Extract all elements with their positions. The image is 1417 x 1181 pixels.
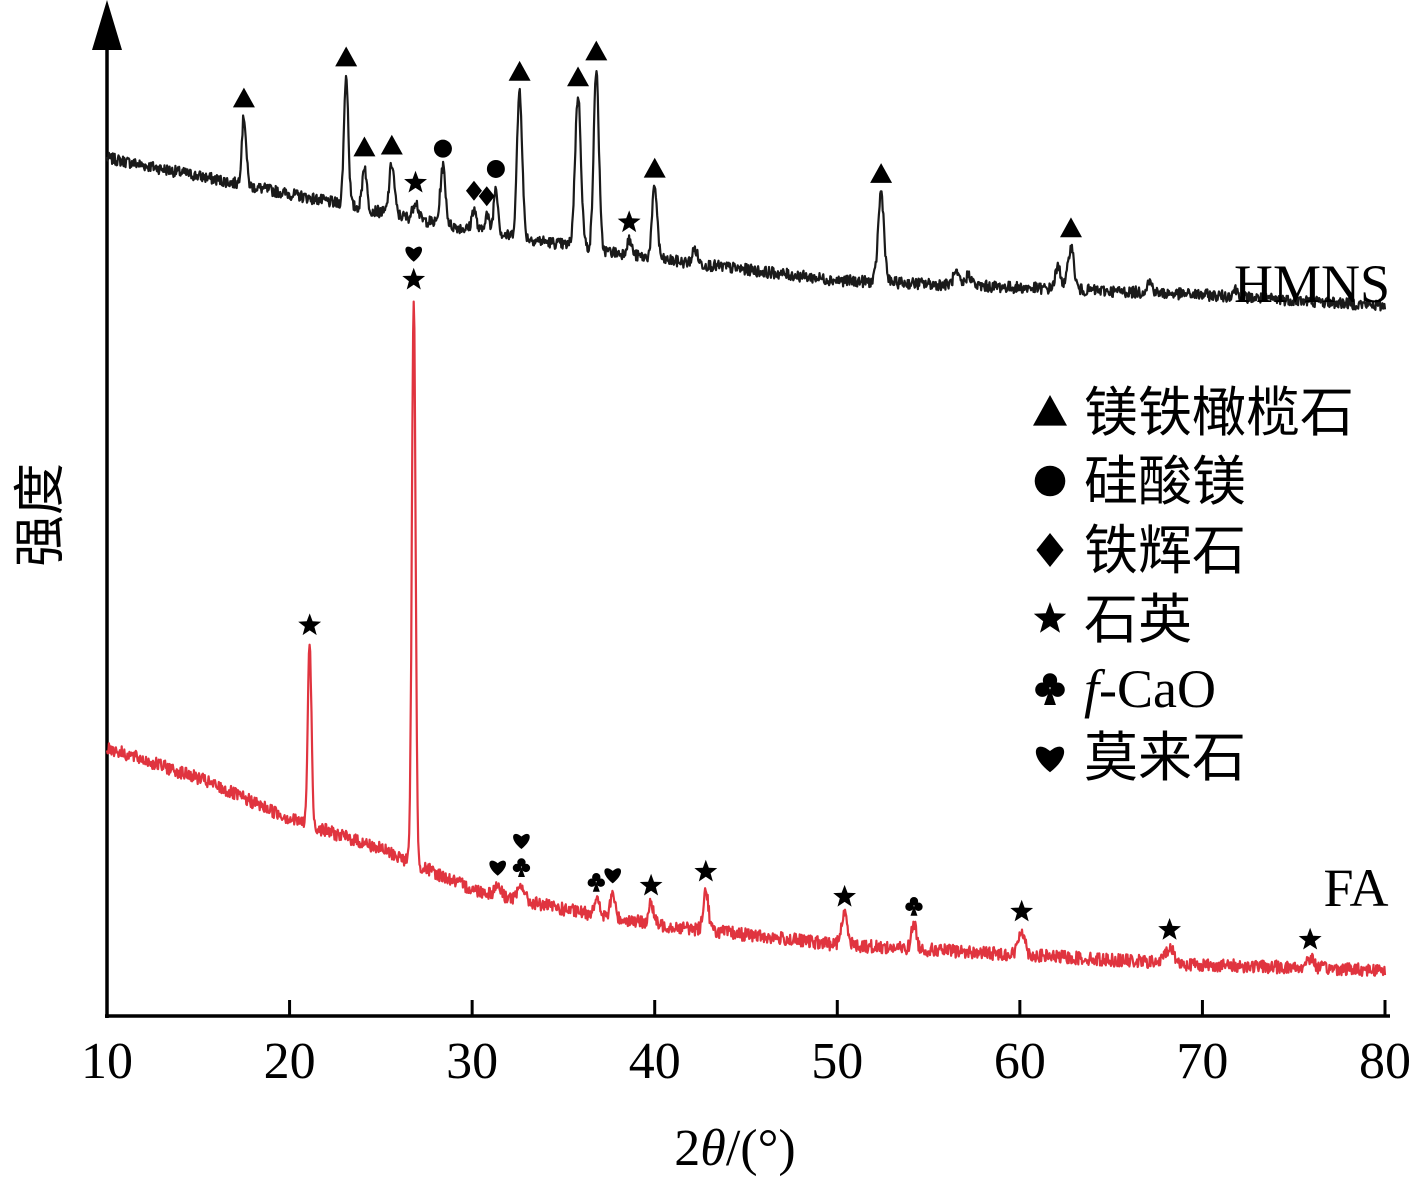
heart-marker: [1035, 746, 1065, 773]
x-tick-label: 10: [81, 1033, 133, 1090]
triangle-marker: [508, 60, 531, 81]
triangle-marker: [1033, 395, 1067, 426]
triangle-marker: [870, 163, 893, 183]
legend-label: 莫来石: [1084, 726, 1246, 789]
diamond-marker: [478, 186, 495, 207]
legend-label: 石英: [1084, 588, 1192, 651]
x-tick-label: 60: [994, 1033, 1046, 1090]
star-marker: [1298, 927, 1322, 950]
triangle-marker: [1059, 217, 1082, 238]
series-lines: [105, 70, 1387, 977]
heart-marker: [513, 833, 530, 849]
series-line-fa: [105, 300, 1387, 977]
legend-label: 硅酸镁: [1084, 450, 1246, 513]
x-tick-label: 50: [811, 1033, 863, 1090]
triangle-marker: [353, 136, 376, 157]
star-marker: [1010, 899, 1034, 922]
x-tick-label: 40: [629, 1033, 681, 1090]
x-ticks: 10 20 30 40 50 60 70 80: [81, 1000, 1411, 1090]
star-marker: [1158, 918, 1181, 940]
x-tick-label: 30: [446, 1033, 498, 1090]
triangle-marker: [643, 157, 666, 178]
series-label-hmns: HMNS: [1234, 254, 1390, 314]
triangle-marker: [585, 40, 608, 61]
triangle-marker: [567, 66, 590, 87]
star-marker: [402, 267, 426, 290]
triangle-marker: [380, 134, 403, 155]
star-marker: [639, 873, 663, 896]
heart-marker: [405, 246, 423, 262]
x-tick-label: 70: [1176, 1033, 1228, 1090]
star-marker: [404, 170, 427, 193]
star-marker: [617, 210, 641, 233]
legend-label: 铁辉石: [1084, 519, 1246, 582]
y-axis-label: 强度: [11, 463, 71, 567]
star-marker: [833, 884, 856, 907]
legend-label-rest: -CaO: [1099, 659, 1216, 719]
star-marker: [298, 613, 322, 636]
circle-marker: [1034, 465, 1066, 497]
circle-marker: [486, 159, 505, 178]
y-axis-arrowhead: [92, 0, 122, 50]
club-marker: [587, 873, 605, 892]
star-marker: [1033, 602, 1067, 633]
axes: [92, 0, 1390, 1018]
peak-markers: [232, 40, 1322, 950]
triangle-marker: [335, 46, 358, 67]
star-marker: [694, 859, 718, 882]
x-tick-label: 80: [1359, 1033, 1411, 1090]
series-line-hmns: [105, 70, 1387, 312]
legend-label: 镁铁橄榄石: [1084, 381, 1354, 444]
club-marker: [1035, 673, 1065, 705]
x-axis-label-theta: θ: [700, 1120, 726, 1177]
heart-marker: [604, 868, 622, 884]
club-marker: [512, 858, 531, 877]
x-axis-label-suffix: /(°): [726, 1120, 796, 1177]
triangle-marker: [232, 87, 255, 108]
x-axis-label-prefix: 2: [674, 1120, 700, 1177]
diamond-marker: [1036, 533, 1064, 567]
legend-label: f-CaO: [1084, 659, 1216, 719]
x-axis-label: 2θ/(°): [674, 1120, 795, 1177]
diamond-marker: [465, 180, 482, 201]
x-tick-label: 20: [264, 1033, 316, 1090]
series-label-fa: FA: [1323, 858, 1388, 918]
heart-marker: [489, 860, 507, 876]
club-marker: [905, 897, 923, 916]
circle-marker: [433, 139, 452, 158]
